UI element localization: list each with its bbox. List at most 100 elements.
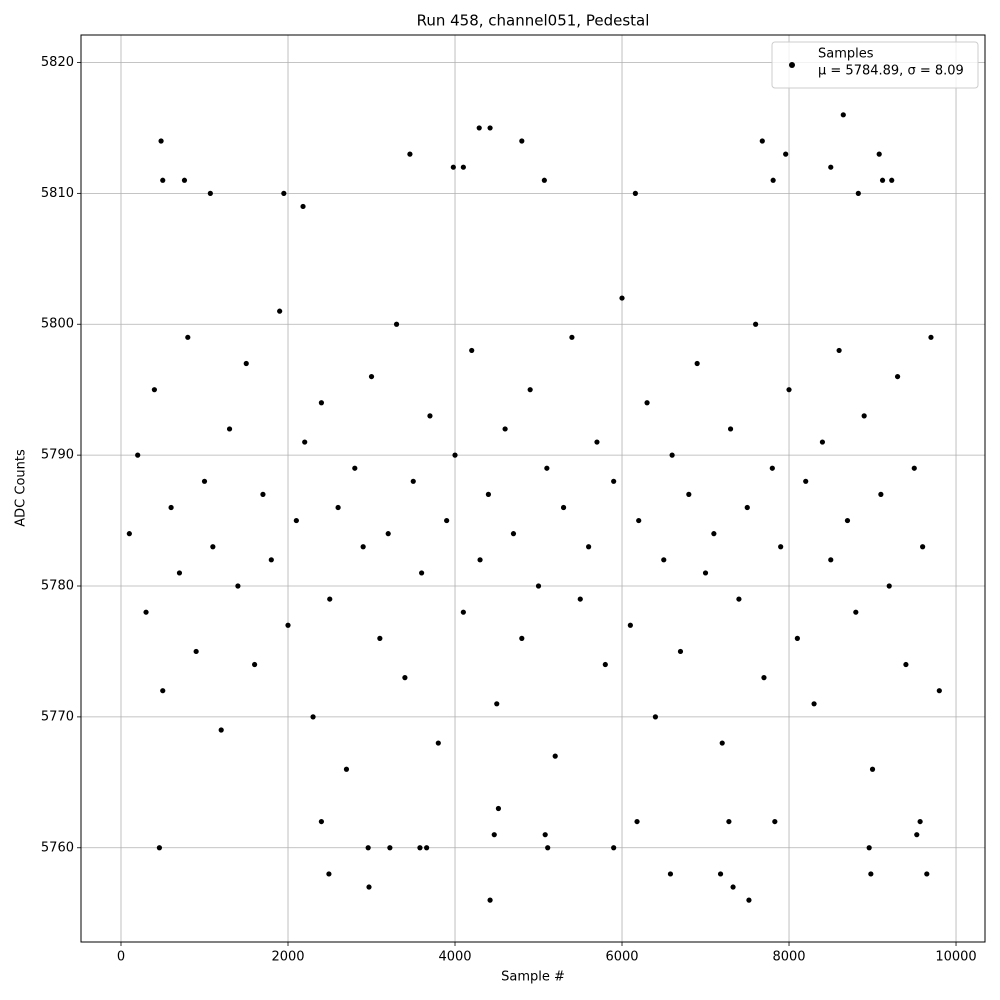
point bbox=[469, 347, 475, 354]
point bbox=[352, 465, 358, 471]
x-tick-label: 8000 bbox=[772, 950, 805, 965]
point bbox=[730, 884, 736, 890]
point bbox=[855, 190, 861, 196]
point bbox=[335, 504, 341, 511]
point bbox=[193, 648, 199, 655]
point bbox=[519, 635, 525, 641]
legend: Samples μ = 5784.89, σ = 8.09 bbox=[771, 41, 979, 89]
point bbox=[889, 177, 895, 183]
point bbox=[160, 177, 166, 183]
y-tick-label: 5760 bbox=[41, 840, 74, 855]
point bbox=[385, 531, 391, 537]
point bbox=[778, 544, 784, 550]
point bbox=[326, 871, 332, 877]
point bbox=[293, 517, 299, 524]
point bbox=[377, 635, 383, 641]
point bbox=[519, 138, 525, 144]
legend-box bbox=[771, 41, 979, 89]
x-axis-label: Sample # bbox=[501, 970, 565, 985]
point bbox=[151, 387, 157, 393]
point bbox=[343, 766, 350, 772]
legend-label: Samples bbox=[818, 47, 874, 62]
point bbox=[510, 531, 517, 537]
point bbox=[619, 295, 625, 301]
point bbox=[327, 596, 333, 602]
point bbox=[667, 871, 674, 877]
point bbox=[207, 190, 213, 196]
point bbox=[160, 688, 166, 694]
point bbox=[924, 871, 930, 877]
point bbox=[911, 465, 917, 471]
point bbox=[783, 151, 789, 157]
point bbox=[746, 897, 752, 903]
point bbox=[268, 557, 274, 563]
point bbox=[450, 164, 456, 170]
point bbox=[717, 871, 724, 877]
point bbox=[840, 112, 846, 118]
point bbox=[702, 570, 709, 576]
point bbox=[594, 439, 600, 445]
point bbox=[786, 387, 792, 393]
point bbox=[761, 675, 767, 681]
point bbox=[452, 452, 458, 458]
point bbox=[368, 373, 375, 380]
point bbox=[744, 504, 750, 511]
point bbox=[602, 661, 608, 668]
point bbox=[460, 609, 466, 615]
point bbox=[652, 714, 659, 720]
point bbox=[210, 544, 216, 550]
point bbox=[417, 845, 423, 851]
point bbox=[487, 897, 493, 903]
point bbox=[828, 164, 834, 170]
point bbox=[419, 570, 425, 576]
point bbox=[632, 190, 638, 196]
point bbox=[644, 400, 650, 406]
legend-note: μ = 5784.89, σ = 8.09 bbox=[818, 64, 964, 79]
point bbox=[310, 714, 316, 720]
point bbox=[460, 164, 466, 170]
point bbox=[366, 884, 372, 890]
point bbox=[542, 832, 548, 838]
point bbox=[277, 308, 283, 314]
point bbox=[694, 360, 700, 367]
point bbox=[402, 675, 408, 681]
point bbox=[661, 557, 667, 563]
point bbox=[135, 452, 141, 458]
point bbox=[318, 400, 325, 406]
y-tick-label: 5780 bbox=[41, 579, 74, 594]
point bbox=[769, 465, 775, 471]
point bbox=[407, 151, 413, 157]
point bbox=[869, 766, 876, 772]
point bbox=[552, 753, 558, 759]
point bbox=[719, 740, 725, 746]
point bbox=[181, 177, 188, 183]
point bbox=[158, 138, 164, 144]
point bbox=[495, 805, 502, 812]
point bbox=[627, 622, 633, 628]
point bbox=[560, 504, 567, 511]
point bbox=[365, 845, 371, 851]
point bbox=[218, 727, 224, 733]
point bbox=[527, 387, 533, 393]
point bbox=[126, 531, 132, 537]
point bbox=[487, 125, 493, 131]
point bbox=[302, 439, 308, 445]
plot-frame bbox=[80, 34, 986, 943]
point bbox=[878, 491, 884, 497]
point bbox=[677, 648, 684, 655]
x-tick-label: 10000 bbox=[935, 950, 976, 965]
point bbox=[928, 334, 934, 340]
point bbox=[914, 832, 920, 838]
point bbox=[669, 452, 675, 458]
point bbox=[759, 138, 765, 144]
legend-marker bbox=[789, 62, 795, 68]
point bbox=[853, 609, 859, 615]
point bbox=[285, 622, 291, 628]
point bbox=[794, 635, 800, 641]
point bbox=[727, 426, 734, 432]
point bbox=[903, 661, 909, 668]
point bbox=[586, 544, 592, 550]
point bbox=[243, 360, 249, 367]
point bbox=[226, 426, 233, 432]
